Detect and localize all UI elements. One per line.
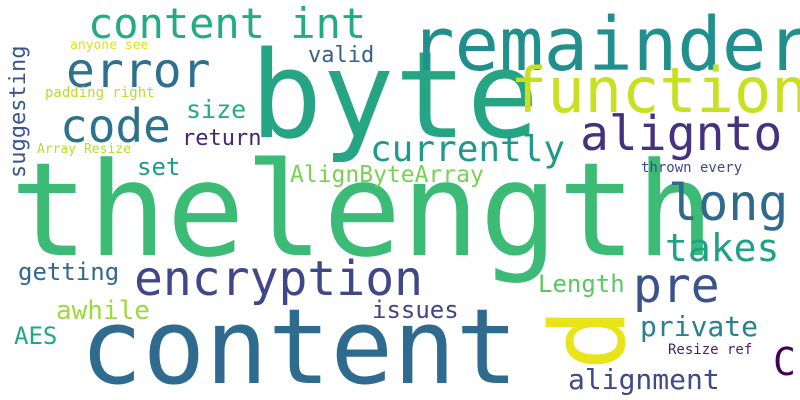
word-c: C xyxy=(773,340,796,384)
word-alignto: alignto xyxy=(580,106,783,162)
word-private: private xyxy=(640,310,759,343)
word-aes: AES xyxy=(14,322,58,350)
word-alignment: alignment xyxy=(568,363,720,396)
word-thelength: thelength xyxy=(10,134,715,286)
word-thrown-every: thrown every xyxy=(641,160,743,176)
word-takes: takes xyxy=(665,226,780,270)
word-array-resize: Array Resize xyxy=(37,142,131,157)
word-return: return xyxy=(182,126,262,151)
word-function: function xyxy=(510,54,800,127)
word-issues: issues xyxy=(372,296,459,324)
word-code: code xyxy=(60,99,171,153)
word-resize-ref: Resize ref xyxy=(668,342,753,358)
word-encryption: encryption xyxy=(134,251,423,307)
word-content: content xyxy=(80,286,519,400)
word-content-int: content int xyxy=(88,0,367,48)
word-length: Length xyxy=(538,270,625,298)
word-long: long xyxy=(668,174,789,232)
word-error: error xyxy=(66,43,211,99)
word-alignbytearray: AlignByteArray xyxy=(290,162,484,188)
word-byte: byte xyxy=(250,27,539,166)
word-set: set xyxy=(137,153,181,181)
word-remainder: remainder xyxy=(410,2,800,88)
word-size: size xyxy=(186,95,247,124)
word-padding-right: padding right xyxy=(45,85,155,101)
word-awhile: awhile xyxy=(56,296,150,326)
word-pre: pre xyxy=(633,258,720,314)
word-currently: currently xyxy=(370,129,566,170)
word-suggesting: suggesting xyxy=(6,45,31,178)
word-getting: getting xyxy=(18,258,120,286)
word-anyone-see: anyone see xyxy=(70,38,149,53)
word-valid: valid xyxy=(308,43,375,68)
